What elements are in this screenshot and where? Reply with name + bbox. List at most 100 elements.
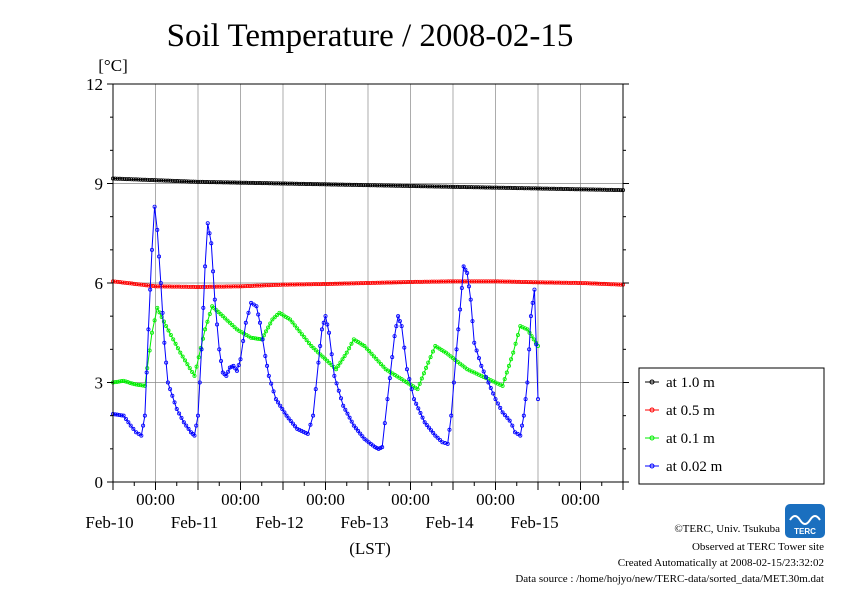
data-point <box>123 379 128 384</box>
data-point <box>306 341 311 346</box>
data-point <box>132 382 137 387</box>
data-point <box>491 391 496 396</box>
data-point <box>399 324 404 329</box>
data-point <box>297 427 302 432</box>
data-point <box>217 284 222 289</box>
data-point <box>115 176 120 181</box>
data-point <box>382 421 387 426</box>
data-point <box>308 182 313 187</box>
data-point <box>413 279 418 284</box>
data-point <box>117 379 122 384</box>
x-tick-label: 00:00 <box>476 490 515 509</box>
data-point <box>332 373 337 378</box>
data-point <box>175 346 180 351</box>
data-point <box>152 204 157 209</box>
credits: ©TERC, Univ. Tsukuba Observed at TERC To… <box>515 523 824 585</box>
data-point <box>188 284 193 289</box>
x-tick-label: 00:00 <box>561 490 600 509</box>
data-point <box>318 282 323 287</box>
data-point <box>181 284 186 289</box>
data-point <box>147 177 152 182</box>
data-point <box>418 184 423 189</box>
data-point <box>343 182 348 187</box>
data-point <box>391 183 396 188</box>
data-point <box>371 354 376 359</box>
x-tick-label: 00:00 <box>391 490 430 509</box>
data-point <box>502 413 507 418</box>
data-point <box>462 279 467 284</box>
data-point <box>434 279 439 284</box>
data-point <box>467 185 472 190</box>
data-point <box>441 279 446 284</box>
data-point <box>338 182 343 187</box>
data-point <box>200 336 205 341</box>
data-point <box>547 186 552 191</box>
data-point <box>138 177 143 182</box>
data-point <box>136 282 141 287</box>
data-point <box>226 369 231 374</box>
data-point <box>225 180 230 185</box>
data-point <box>243 320 248 325</box>
data-point <box>301 181 306 186</box>
data-point <box>591 187 596 192</box>
data-point <box>483 185 488 190</box>
data-point <box>380 445 385 450</box>
data-point <box>418 411 423 416</box>
data-point <box>532 287 537 292</box>
data-point <box>136 177 141 182</box>
data-point <box>317 182 322 187</box>
data-point <box>570 187 575 192</box>
data-point <box>547 280 552 285</box>
data-point <box>214 180 219 185</box>
data-point <box>250 283 255 288</box>
data-point <box>226 284 231 289</box>
data-point <box>295 426 300 431</box>
data-point <box>501 185 506 190</box>
data-point <box>140 383 145 388</box>
data-point <box>510 279 515 284</box>
data-point <box>195 413 200 418</box>
data-point <box>164 324 169 329</box>
data-point <box>187 366 192 371</box>
data-point <box>494 185 499 190</box>
data-point <box>230 323 235 328</box>
data-point <box>115 412 120 417</box>
data-point <box>172 284 177 289</box>
data-point <box>432 184 437 189</box>
data-point <box>278 403 283 408</box>
data-point <box>597 281 602 286</box>
data-point <box>454 347 459 352</box>
data-point <box>453 184 458 189</box>
data-point <box>500 410 505 415</box>
data-point <box>365 183 370 188</box>
data-point <box>254 304 259 309</box>
data-point <box>316 282 321 287</box>
data-point <box>545 280 550 285</box>
data-point <box>425 279 430 284</box>
data-point <box>425 184 430 189</box>
data-point <box>410 279 415 284</box>
data-point <box>170 178 175 183</box>
data-point <box>179 415 184 420</box>
data-point <box>474 279 479 284</box>
data-point <box>115 379 120 384</box>
data-point <box>212 180 217 185</box>
data-point <box>506 185 511 190</box>
data-point <box>542 186 547 191</box>
data-point <box>225 318 230 323</box>
data-point <box>504 370 509 375</box>
data-point <box>438 437 443 442</box>
legend-swatch-marker <box>649 379 655 385</box>
data-point <box>129 281 134 286</box>
data-point <box>266 325 271 330</box>
data-point <box>431 430 436 435</box>
data-point <box>519 186 524 191</box>
data-point <box>426 425 431 430</box>
data-point <box>613 282 618 287</box>
data-point <box>165 284 170 289</box>
data-point <box>216 310 221 315</box>
data-point <box>316 360 321 365</box>
data-point <box>252 283 257 288</box>
data-point <box>521 280 526 285</box>
data-point <box>160 310 165 315</box>
